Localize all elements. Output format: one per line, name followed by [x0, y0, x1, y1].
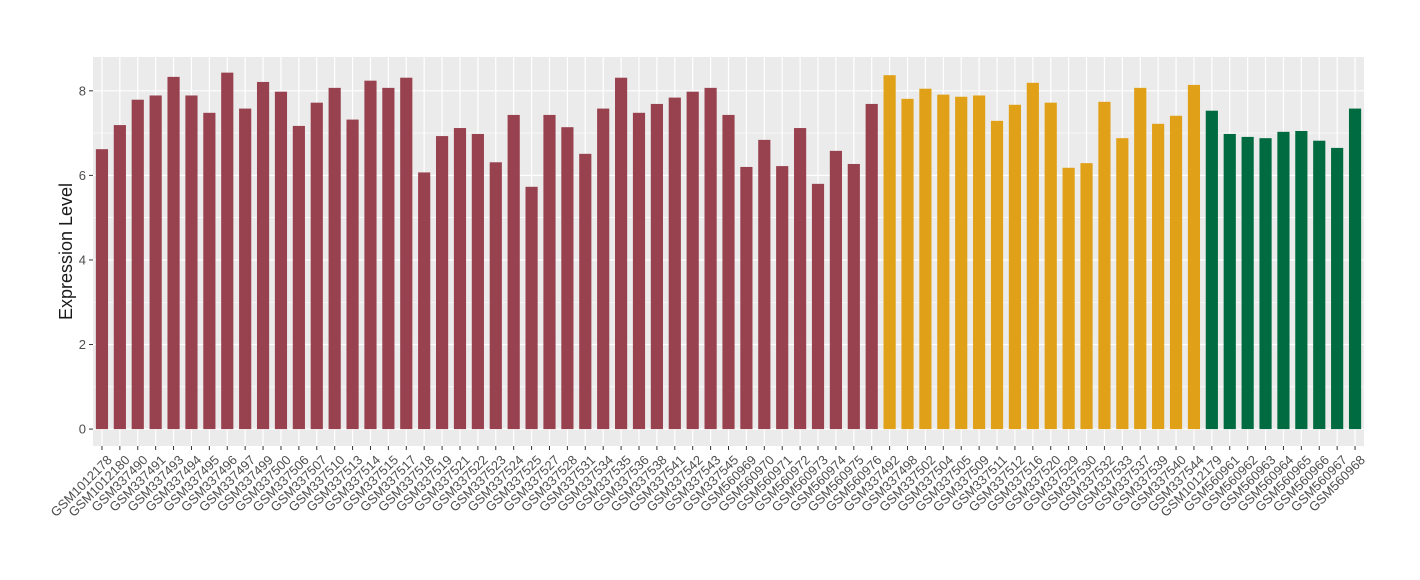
bars: [95, 72, 1362, 430]
bar-GSM560963: [1259, 138, 1272, 430]
bar-GSM337535: [615, 77, 628, 430]
bar-GSM560974: [829, 150, 842, 430]
bar-GSM337492: [883, 75, 896, 430]
bar-GSM337510: [328, 87, 341, 430]
bar-GSM337514: [364, 80, 377, 430]
bar-GSM337500: [274, 91, 288, 430]
y-axis: 0 2 4 6 8: [79, 83, 93, 437]
bar-GSM337544: [1187, 84, 1201, 430]
bar-GSM337524: [507, 114, 520, 430]
bar-GSM337507: [310, 102, 323, 430]
bar-GSM337532: [1098, 101, 1111, 430]
bar-GSM337495: [203, 112, 216, 430]
bar-GSM337530: [1080, 163, 1093, 430]
bar-GSM337522: [471, 133, 484, 430]
bar-GSM337542: [686, 91, 699, 430]
bar-GSM337533: [1116, 138, 1129, 430]
bar-GSM560971: [776, 166, 789, 430]
bar-GSM337491: [149, 95, 162, 430]
x-axis: GSM1012178GSM1012180GSM337490GSM337491GS…: [48, 446, 1368, 520]
bar-GSM337531: [579, 153, 592, 430]
bar-GSM560969: [740, 166, 753, 430]
bar-GSM337527: [543, 114, 556, 430]
y-tick-label: 8: [79, 83, 86, 98]
bar-GSM1012179: [1205, 110, 1218, 430]
bar-GSM560970: [758, 139, 771, 430]
bar-GSM337504: [937, 94, 950, 430]
bar-GSM337509: [973, 95, 986, 430]
bar-GSM560973: [811, 183, 825, 430]
bar-GSM337497: [239, 108, 252, 430]
bar-GSM337540: [1169, 115, 1183, 430]
bar-GSM337534: [597, 108, 610, 430]
bar-GSM337493: [167, 76, 180, 430]
bar-GSM337496: [221, 72, 234, 430]
y-axis-title: Expression Level: [56, 183, 76, 320]
bar-GSM337518: [418, 172, 431, 430]
bar-GSM337499: [256, 81, 270, 430]
bar-GSM337512: [1008, 104, 1022, 430]
bar-GSM337516: [1026, 82, 1039, 430]
bar-GSM337536: [632, 112, 646, 430]
bar-GSM337511: [990, 120, 1004, 430]
bar-GSM337543: [704, 87, 717, 430]
bar-GSM337490: [131, 99, 144, 430]
bar-GSM1012178: [95, 149, 109, 430]
bar-GSM337537: [1134, 87, 1147, 430]
bar-GSM337528: [561, 127, 574, 430]
bar-GSM560976: [865, 103, 878, 430]
bar-GSM337506: [292, 125, 305, 430]
bar-GSM560967: [1331, 147, 1344, 430]
bar-GSM337541: [668, 97, 681, 430]
bar-GSM560964: [1277, 131, 1290, 430]
bar-GSM560966: [1313, 140, 1326, 430]
y-tick-label: 0: [79, 422, 86, 437]
bar-GSM337505: [955, 96, 968, 430]
bar-GSM337494: [185, 95, 198, 430]
bar-GSM560961: [1223, 133, 1236, 430]
y-tick-label: 6: [79, 168, 86, 183]
bar-GSM337520: [1044, 102, 1057, 430]
bar-GSM337515: [382, 87, 395, 430]
bar-GSM337519: [435, 136, 449, 430]
y-tick-label: 2: [79, 337, 86, 352]
bar-GSM337538: [650, 103, 663, 430]
bar-GSM337525: [525, 186, 538, 430]
bar-GSM337523: [489, 162, 502, 430]
bar-GSM337498: [901, 98, 914, 430]
bar-GSM337545: [722, 114, 735, 430]
bar-GSM337513: [346, 119, 359, 430]
bar-GSM560962: [1241, 136, 1254, 430]
bar-GSM337529: [1062, 167, 1075, 430]
y-tick-label: 4: [79, 252, 86, 267]
bar-GSM337521: [453, 128, 467, 430]
bar-GSM560972: [794, 128, 807, 430]
bar-GSM1012180: [113, 125, 126, 430]
bar-GSM560968: [1348, 108, 1362, 430]
bar-GSM560965: [1295, 130, 1308, 430]
bar-GSM560975: [847, 163, 860, 430]
bar-GSM337539: [1152, 123, 1165, 430]
bar-GSM337517: [400, 77, 413, 430]
bar-GSM337502: [919, 88, 932, 430]
